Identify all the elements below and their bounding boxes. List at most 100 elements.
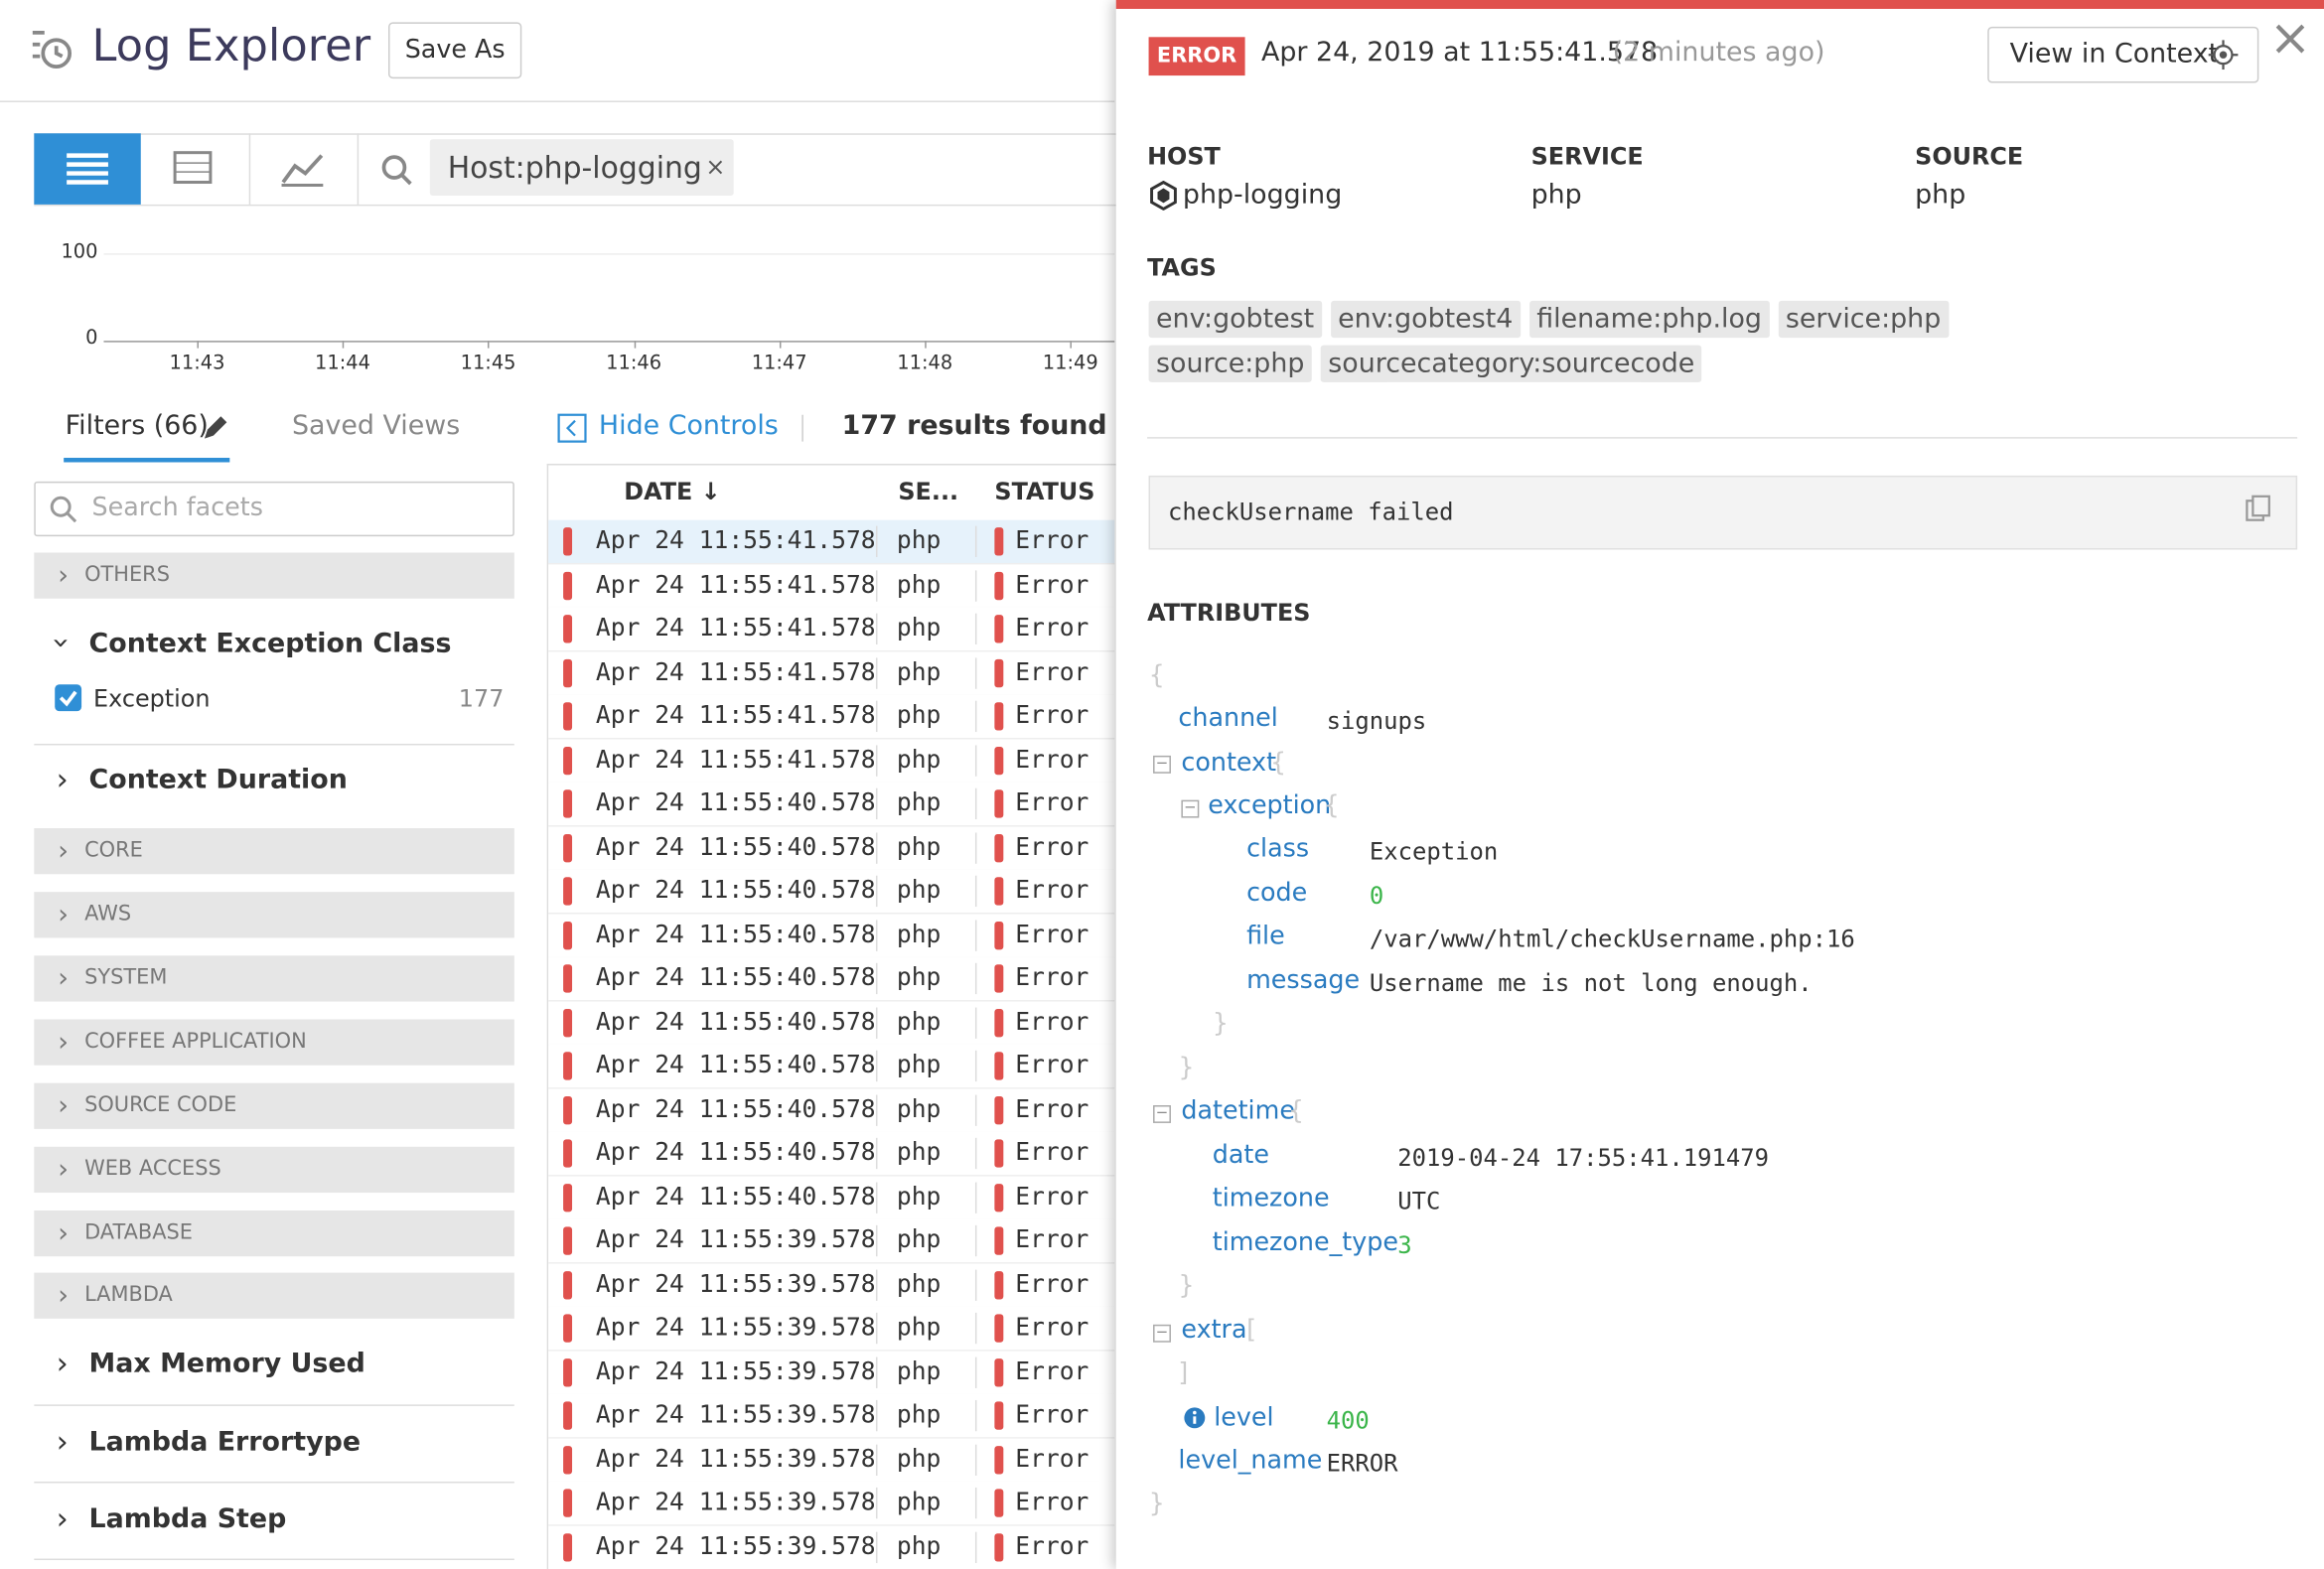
status-marker	[994, 527, 1003, 555]
attr-key[interactable]: exception	[1208, 791, 1331, 821]
attr-key[interactable]: extra	[1181, 1316, 1246, 1346]
tag[interactable]: filename:php.log	[1529, 301, 1770, 338]
edit-icon[interactable]	[202, 415, 228, 442]
column-header[interactable]: STATUS	[994, 477, 1094, 504]
log-row[interactable]: Apr 24 11:55:39.578phpError	[548, 1394, 1114, 1439]
log-row[interactable]: Apr 24 11:55:41.578phpError	[548, 520, 1114, 565]
cell-service: php	[897, 1531, 941, 1559]
timeseries-button[interactable]	[250, 133, 359, 205]
facet-value[interactable]: Exception	[93, 684, 211, 712]
x-tick	[1071, 341, 1072, 348]
attr-key[interactable]: date	[1213, 1141, 1269, 1171]
log-row[interactable]: Apr 24 11:55:39.578phpError	[548, 1263, 1114, 1308]
log-row[interactable]: Apr 24 11:55:40.578phpError	[548, 957, 1114, 1002]
log-row[interactable]: Apr 24 11:55:39.578phpError	[548, 1438, 1114, 1483]
facet-title[interactable]: Context Exception Class	[89, 629, 452, 659]
source-label: SOURCE	[1915, 142, 2023, 170]
attr-key[interactable]: code	[1246, 879, 1307, 909]
source-value[interactable]: php	[1915, 180, 1965, 211]
log-row[interactable]: Apr 24 11:55:40.578phpError	[548, 1001, 1114, 1046]
facet-group[interactable]: CORE	[34, 828, 514, 874]
log-row[interactable]: Apr 24 11:55:40.578phpError	[548, 1088, 1114, 1133]
facet-group[interactable]: WEB ACCESS	[34, 1147, 514, 1193]
log-row[interactable]: Apr 24 11:55:41.578phpError	[548, 564, 1114, 609]
attr-key[interactable]: datetime	[1181, 1096, 1295, 1126]
log-row[interactable]: Apr 24 11:55:41.578phpError	[548, 608, 1114, 652]
attr-key[interactable]: timezone_type	[1213, 1228, 1398, 1258]
search-token[interactable]: Host:php-logging ×	[430, 139, 734, 196]
chevron: ›	[45, 638, 80, 649]
facet-group[interactable]: DATABASE	[34, 1211, 514, 1256]
save-button[interactable]: Save As	[388, 22, 521, 78]
tag[interactable]: env:gobtest4	[1331, 301, 1521, 338]
log-row[interactable]: Apr 24 11:55:41.578phpError	[548, 739, 1114, 784]
log-row[interactable]: Apr 24 11:55:40.578phpError	[548, 1045, 1114, 1089]
x-tick	[634, 341, 635, 348]
view-in-context-button[interactable]: View in Context	[1987, 27, 2258, 83]
attr-key[interactable]: file	[1246, 922, 1285, 951]
facet-group[interactable]: LAMBDA	[34, 1273, 514, 1319]
attr-key[interactable]: context	[1181, 748, 1276, 778]
log-row[interactable]: Apr 24 11:55:40.578phpError	[548, 826, 1114, 871]
facet-group[interactable]: OTHERS	[34, 553, 514, 599]
hide-controls[interactable]: Hide Controls	[599, 410, 779, 441]
log-row[interactable]: Apr 24 11:55:40.578phpError	[548, 1132, 1114, 1177]
filters-tab[interactable]: Filters (66)	[66, 410, 209, 441]
collapse-toggle[interactable]: −	[1153, 1105, 1171, 1123]
cell-status: Error	[1015, 1444, 1089, 1472]
tag[interactable]: env:gobtest	[1149, 301, 1322, 338]
log-row[interactable]: Apr 24 11:55:40.578phpError	[548, 870, 1114, 915]
log-row[interactable]: Apr 24 11:55:39.578phpError	[548, 1351, 1114, 1395]
facet-group[interactable]: SOURCE CODE	[34, 1083, 514, 1129]
cell-date: Apr 24 11:55:39.578	[596, 1225, 876, 1253]
log-row[interactable]: Apr 24 11:55:41.578phpError	[548, 651, 1114, 696]
log-row[interactable]: Apr 24 11:55:40.578phpError	[548, 1176, 1114, 1220]
attr-key[interactable]: class	[1246, 834, 1309, 864]
list-view-button[interactable]	[34, 133, 140, 205]
facet-group[interactable]: SYSTEM	[34, 955, 514, 1001]
log-row[interactable]: Apr 24 11:55:39.578phpError	[548, 1219, 1114, 1264]
log-row[interactable]: Apr 24 11:55:39.578phpError	[548, 1482, 1114, 1526]
facet-title[interactable]: Max Memory Used	[89, 1349, 365, 1379]
facet-title[interactable]: Lambda Step	[89, 1503, 287, 1534]
saved-views-tab[interactable]: Saved Views	[292, 410, 460, 441]
facet-title[interactable]: Context Duration	[89, 765, 348, 795]
status-marker	[994, 658, 1003, 686]
log-row[interactable]: Apr 24 11:55:39.578phpError	[548, 1307, 1114, 1352]
column-header[interactable]: DATE ↓	[624, 477, 720, 504]
facet-group[interactable]: COFFEE APPLICATION	[34, 1019, 514, 1065]
attr-key[interactable]: level	[1214, 1403, 1273, 1433]
service-value[interactable]: php	[1531, 180, 1582, 211]
collapse-toggle[interactable]: −	[1181, 800, 1199, 818]
facet-group[interactable]: AWS	[34, 892, 514, 937]
collapse-toggle[interactable]: −	[1153, 1325, 1171, 1343]
table-view-button[interactable]	[142, 133, 250, 205]
cell-status: Error	[1015, 1225, 1089, 1253]
log-row[interactable]: Apr 24 11:55:41.578phpError	[548, 695, 1114, 740]
status-bar	[563, 964, 572, 992]
checkbox[interactable]	[55, 684, 81, 711]
log-row[interactable]: Apr 24 11:55:39.578phpError	[548, 1525, 1114, 1569]
log-row[interactable]: Apr 24 11:55:40.578phpError	[548, 783, 1114, 827]
attr-key[interactable]: channel	[1178, 704, 1277, 734]
facet-title[interactable]: Lambda Errortype	[89, 1427, 362, 1458]
attr-key[interactable]: message	[1246, 966, 1360, 996]
cell-divider	[975, 570, 976, 601]
tag[interactable]: service:php	[1778, 301, 1948, 338]
host-value[interactable]: php-logging	[1183, 180, 1342, 211]
collapse-toggle[interactable]: −	[1153, 756, 1171, 774]
column-header[interactable]: SE...	[898, 477, 958, 504]
cell-date: Apr 24 11:55:41.578	[596, 657, 876, 685]
attr-key[interactable]: level_name	[1178, 1446, 1322, 1476]
tag[interactable]: sourcecategory:sourcecode	[1321, 346, 1702, 382]
attr-key[interactable]: timezone	[1213, 1184, 1330, 1213]
cell-status: Error	[1015, 1007, 1089, 1035]
close-button[interactable]: ×	[2269, 9, 2312, 69]
tag[interactable]: source:php	[1149, 346, 1312, 382]
hide-controls-icon[interactable]	[557, 413, 587, 443]
info-icon[interactable]	[1183, 1406, 1207, 1430]
log-row[interactable]: Apr 24 11:55:40.578phpError	[548, 914, 1114, 958]
facet-search[interactable]: Search facets	[34, 482, 514, 536]
remove-token[interactable]: ×	[705, 153, 725, 181]
